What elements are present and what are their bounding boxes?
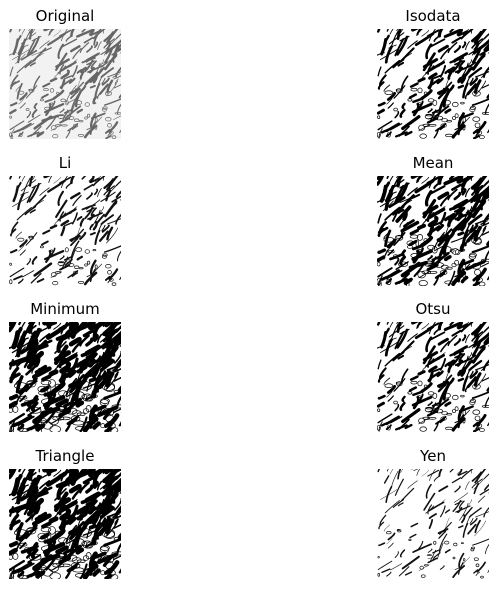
minimum-image [9,322,121,432]
panel-title-mean: Mean [412,154,454,172]
original-image [9,29,121,139]
panel-title-otsu: Otsu [415,300,451,318]
mean-image [377,176,489,286]
panel-title-yen: Yen [420,447,446,465]
li-image [9,176,121,286]
panel-title-li: Li [58,154,72,172]
yen-image [377,469,489,579]
panel-title-isodata: Isodata [405,7,461,25]
panel-title-minimum: Minimum [30,300,100,318]
otsu-image [377,322,489,432]
panel-title-triangle: Triangle [35,447,95,465]
isodata-image [377,29,489,139]
panel-title-original: Original [35,7,95,25]
triangle-image [9,469,121,579]
